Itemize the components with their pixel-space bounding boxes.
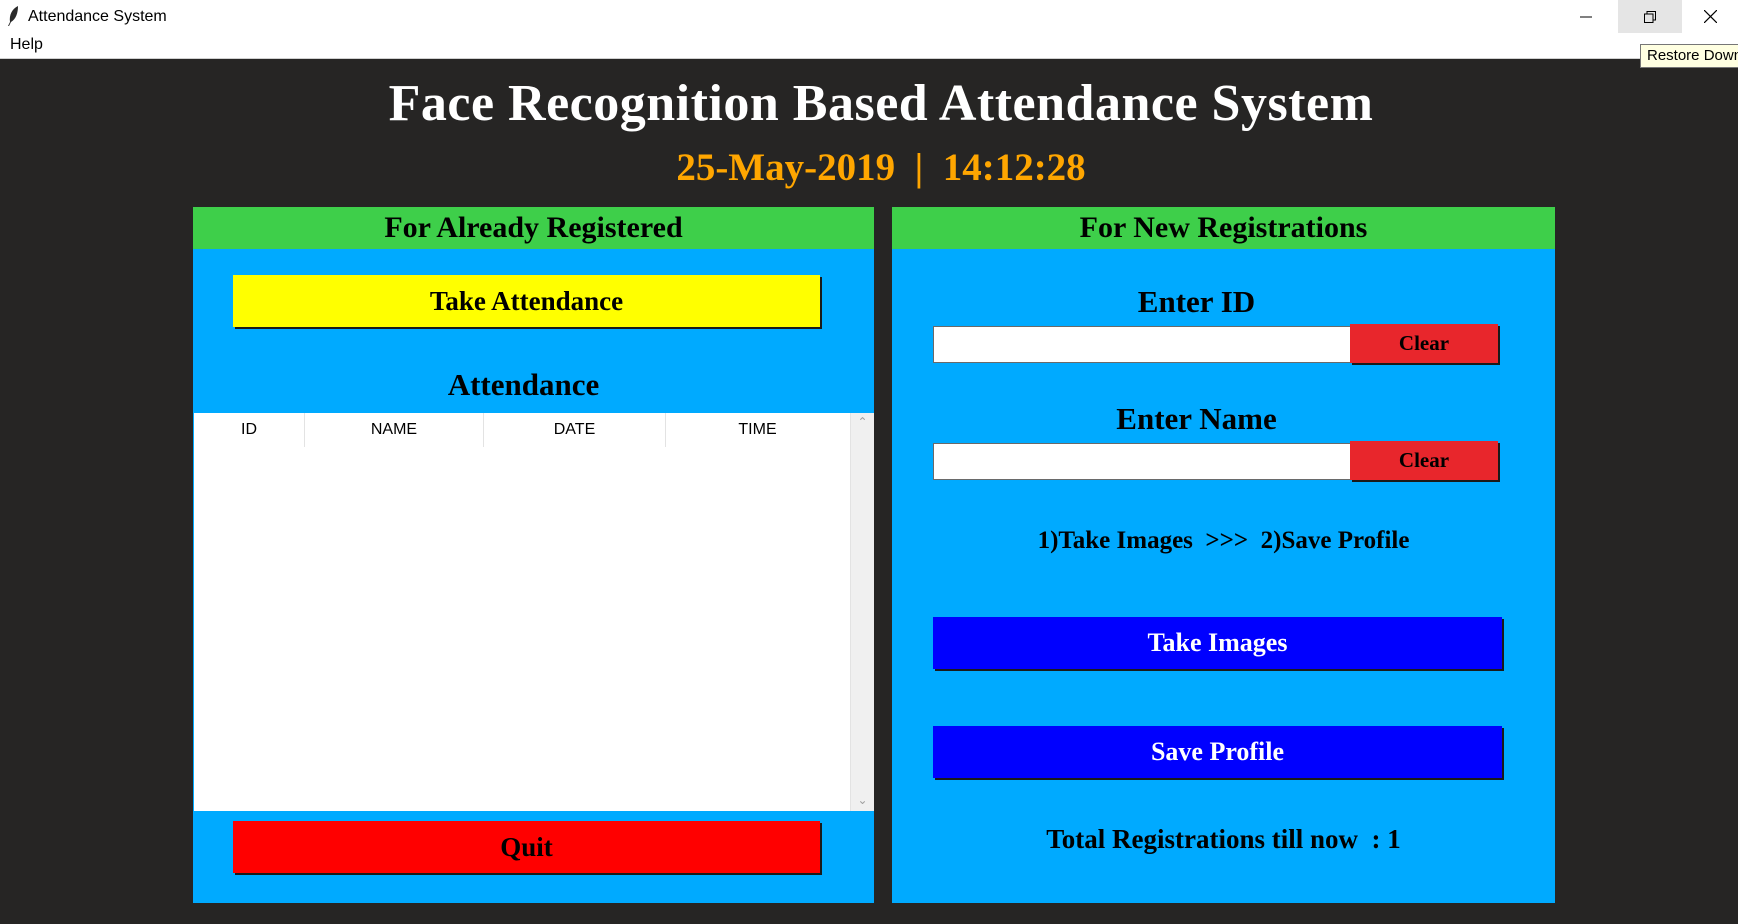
feather-icon bbox=[8, 6, 18, 26]
new-registrations-panel: For New Registrations Enter ID Clear Ent… bbox=[892, 207, 1555, 903]
enter-name-label: Enter Name bbox=[1116, 401, 1277, 436]
restore-button[interactable] bbox=[1618, 0, 1682, 33]
enter-id-label: Enter ID bbox=[1137, 284, 1256, 319]
attendance-table-header: ID NAME DATE TIME bbox=[194, 413, 849, 447]
window-title: Attendance System bbox=[28, 8, 167, 25]
date-time-separator: | bbox=[914, 146, 924, 189]
restore-down-tooltip: Restore Down bbox=[1640, 44, 1738, 68]
attendance-label: Attendance bbox=[447, 367, 600, 402]
clear-id-button[interactable]: Clear bbox=[1350, 324, 1498, 363]
take-images-button[interactable]: Take Images bbox=[933, 617, 1502, 669]
menu-help[interactable]: Help bbox=[10, 36, 43, 53]
column-header-date[interactable]: DATE bbox=[484, 413, 666, 447]
minimize-icon bbox=[1580, 16, 1592, 17]
close-button[interactable] bbox=[1682, 0, 1738, 33]
restore-icon bbox=[1644, 10, 1656, 23]
take-attendance-button[interactable]: Take Attendance bbox=[233, 275, 820, 327]
registered-panel-title: For Already Registered bbox=[193, 207, 874, 249]
quit-button[interactable]: Quit bbox=[233, 821, 820, 873]
column-header-time[interactable]: TIME bbox=[738, 421, 777, 438]
total-registrations-text: Total Registrations till now : 1 bbox=[1046, 824, 1401, 854]
minimize-button[interactable] bbox=[1554, 0, 1618, 33]
time-text: 14:12:28 bbox=[942, 146, 1086, 189]
attendance-table[interactable]: ID NAME DATE TIME ⌃ ⌄ bbox=[194, 413, 874, 811]
menu-bar: Help bbox=[0, 33, 1738, 59]
save-profile-button[interactable]: Save Profile bbox=[933, 726, 1502, 778]
title-bar: Attendance System bbox=[0, 0, 1738, 33]
steps-instructions: 1)Take Images >>> 2)Save Profile bbox=[1037, 527, 1410, 554]
attendance-table-scrollbar[interactable]: ⌃ ⌄ bbox=[850, 413, 874, 811]
scroll-down-icon[interactable]: ⌄ bbox=[857, 793, 868, 807]
column-header-name[interactable]: NAME bbox=[305, 413, 484, 447]
registered-panel: For Already Registered Take Attendance A… bbox=[193, 207, 874, 903]
id-input[interactable] bbox=[933, 326, 1353, 363]
date-text: 25-May-2019 bbox=[676, 146, 896, 189]
date-time-display: 25-May-2019 | 14:12:28 bbox=[0, 145, 1738, 190]
name-input[interactable] bbox=[933, 443, 1353, 480]
close-icon bbox=[1703, 10, 1717, 23]
column-header-id[interactable]: ID bbox=[194, 413, 305, 447]
page-title: Face Recognition Based Attendance System bbox=[388, 75, 1374, 132]
scroll-up-icon[interactable]: ⌃ bbox=[857, 415, 868, 429]
clear-name-button[interactable]: Clear bbox=[1350, 441, 1498, 480]
new-registrations-panel-title: For New Registrations bbox=[892, 207, 1555, 249]
